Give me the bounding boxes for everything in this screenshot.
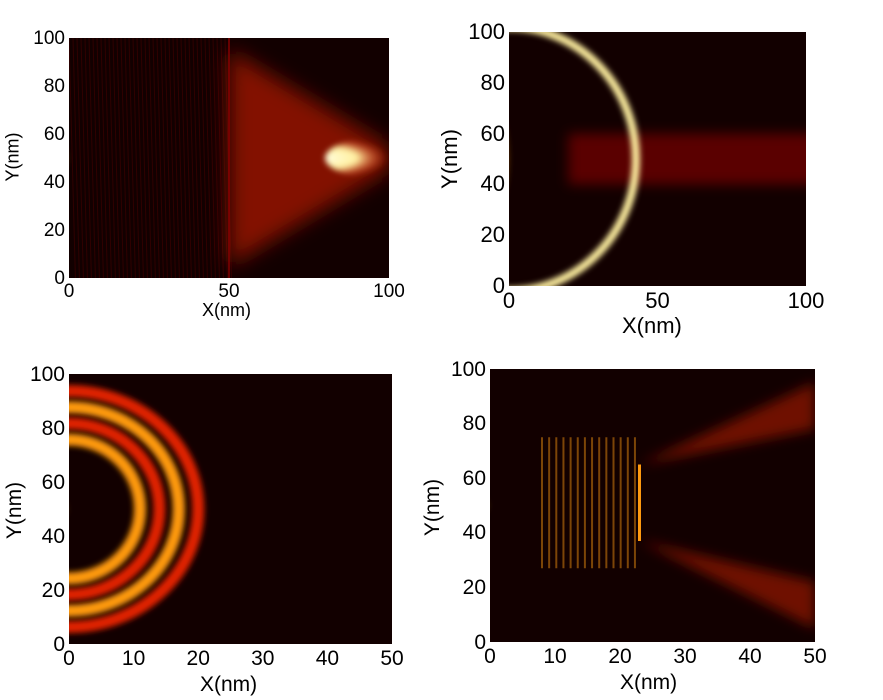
heatmap-field — [69, 38, 389, 278]
x-tick-label: 0 — [63, 281, 75, 302]
x-axis-label: X(nm) — [202, 300, 251, 320]
x-tick-label: 20 — [186, 647, 210, 670]
x-tick-label: 40 — [315, 647, 340, 670]
x-tick-label: 100 — [787, 288, 825, 313]
y-tick-label: 40 — [480, 171, 505, 197]
y-tick-label: 40 — [462, 521, 486, 545]
y-tick-label: 60 — [41, 470, 65, 494]
y-tick-label: 80 — [462, 412, 486, 436]
y-tick-label: 20 — [43, 219, 65, 241]
y-tick-label: 20 — [480, 222, 505, 248]
x-tick-label: 20 — [608, 645, 632, 668]
x-tick-label: 0 — [63, 647, 75, 670]
y-tick-label: 80 — [43, 75, 65, 97]
y-tick-label: 100 — [468, 19, 505, 44]
y-tick-label: 20 — [41, 578, 65, 602]
y-tick-label: 60 — [43, 123, 65, 145]
x-tick-label: 50 — [218, 281, 240, 302]
heatmap-plot-area — [509, 32, 806, 286]
heatmap-plot-area — [69, 374, 392, 644]
y-tick-label: 40 — [43, 171, 65, 193]
x-tick-label: 50 — [803, 645, 827, 668]
heatmap-plot-area — [490, 369, 815, 642]
x-tick-label: 0 — [484, 645, 496, 668]
y-axis-label: Y(nm) — [436, 129, 462, 189]
y-tick-label: 100 — [33, 27, 65, 49]
y-tick-label: 40 — [41, 524, 65, 548]
x-tick-label: 0 — [502, 288, 516, 313]
x-tick-label: 40 — [738, 645, 762, 668]
y-tick-label: 0 — [53, 632, 65, 656]
y-tick-label: 0 — [54, 267, 65, 289]
x-tick-label: 10 — [543, 645, 567, 668]
y-axis-label: Y(nm) — [421, 478, 445, 537]
y-tick-label: 20 — [462, 575, 486, 599]
heatmap-canvas — [69, 38, 389, 278]
heatmap-field — [490, 369, 815, 642]
x-tick-label: 50 — [645, 288, 670, 313]
heatmap-plot-area — [69, 38, 389, 278]
y-tick-label: 60 — [462, 466, 486, 490]
y-tick-label: 60 — [480, 120, 505, 146]
x-axis-label: X(nm) — [200, 673, 258, 696]
heatmap-field — [69, 385, 205, 633]
y-tick-label: 0 — [474, 630, 486, 654]
heatmap-field — [509, 32, 806, 286]
y-tick-label: 100 — [29, 362, 65, 386]
y-axis-label: Y(nm) — [2, 132, 23, 182]
x-tick-label: 10 — [121, 647, 146, 670]
x-tick-label: 50 — [380, 647, 404, 670]
heatmap-canvas — [490, 369, 815, 642]
x-axis-label: X(nm) — [622, 313, 682, 338]
y-tick-label: 0 — [492, 273, 505, 298]
x-axis-label: X(nm) — [620, 671, 678, 694]
y-tick-label: 80 — [41, 416, 65, 440]
x-tick-label: 30 — [673, 645, 697, 668]
x-tick-label: 30 — [251, 647, 275, 670]
heatmap-canvas — [509, 32, 806, 286]
y-tick-label: 100 — [450, 357, 486, 381]
heatmap-canvas — [69, 385, 205, 633]
x-tick-label: 100 — [373, 281, 405, 302]
y-tick-label: 80 — [480, 69, 505, 95]
